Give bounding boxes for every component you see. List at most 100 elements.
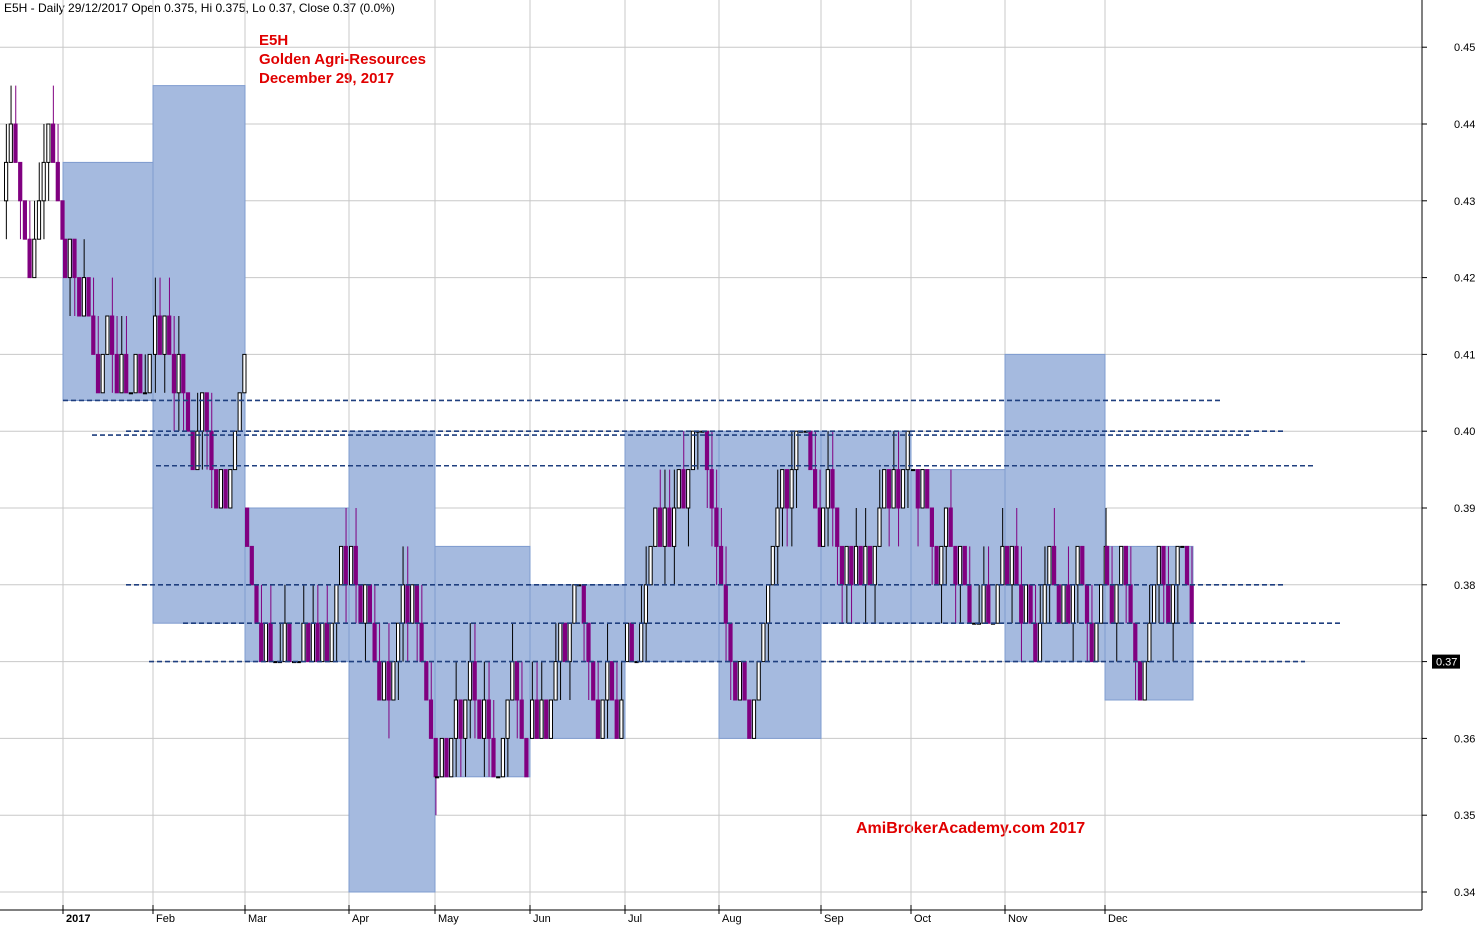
candle-body [1075, 545, 1080, 586]
watermark: AmiBrokerAcademy.com 2017 [856, 820, 1086, 837]
candle-body [400, 584, 405, 624]
candle-body [662, 507, 667, 547]
candle-body [214, 469, 219, 509]
candle-body [1014, 545, 1019, 586]
candle-body [817, 507, 822, 547]
candle-body [477, 699, 482, 739]
candle-body [958, 545, 963, 586]
candle-body [81, 277, 87, 317]
candle-body [657, 507, 663, 547]
candle-body [581, 584, 586, 624]
candle-body [625, 622, 630, 663]
candle-body [334, 584, 339, 624]
last-price-value: 0.37 [1436, 657, 1457, 669]
candle-body [1042, 584, 1047, 624]
candle-body [558, 622, 563, 663]
candle-body [72, 238, 77, 279]
candle-body [967, 584, 972, 624]
candle-body [756, 661, 761, 701]
candle-body [737, 661, 742, 701]
candle-body [209, 430, 214, 471]
candle-body [119, 353, 124, 394]
candle-body [676, 469, 681, 509]
candle-body [204, 392, 209, 432]
candle-body [595, 699, 600, 739]
candle-body [500, 737, 505, 778]
candle-body [367, 584, 372, 624]
candle-body [435, 776, 440, 779]
candle-body [821, 507, 826, 547]
candle-body [1070, 584, 1076, 624]
candle-body [1084, 584, 1090, 624]
candle-body [709, 469, 714, 509]
candle-body [1080, 545, 1085, 586]
candle-body [162, 315, 167, 355]
candle-body [510, 661, 515, 701]
candle-body [358, 584, 363, 624]
candle-body [943, 507, 949, 547]
candle-body [259, 622, 264, 663]
candle-body [91, 315, 96, 355]
x-tick-label: Dec [1108, 913, 1128, 925]
candle-body [428, 699, 434, 739]
candle-body [105, 315, 110, 355]
candle-body [911, 469, 916, 472]
candle-body [496, 776, 501, 779]
candle-body [391, 661, 396, 701]
candle-body [60, 200, 65, 240]
candle-body [600, 699, 605, 739]
candle-body [939, 545, 944, 586]
candle-body [1189, 584, 1194, 624]
candle-body [414, 584, 419, 624]
candle-body [766, 584, 771, 624]
candle-body [1166, 584, 1171, 624]
candle-body [548, 699, 553, 739]
candle-body [287, 622, 292, 663]
candle-body [386, 661, 391, 701]
candle-body [100, 353, 105, 394]
x-tick-label: Oct [914, 913, 931, 925]
x-tick-label: Apr [352, 913, 369, 925]
candle-body [232, 430, 238, 471]
x-tick-label: 2017 [66, 913, 90, 925]
candle-body [1009, 545, 1014, 586]
y-tick-label: 0.45 [1454, 42, 1475, 54]
candle-body [324, 622, 330, 663]
candle-body [1028, 584, 1033, 624]
candle-body [223, 469, 228, 509]
candle-body [1066, 584, 1071, 624]
candle-body [63, 238, 68, 279]
candle-body [770, 545, 775, 586]
candle-body [372, 622, 377, 663]
x-tick-label: Nov [1008, 913, 1028, 925]
candle-body [218, 469, 224, 509]
candle-body [723, 584, 728, 624]
candle-body [171, 353, 177, 394]
candle-body [67, 238, 72, 279]
candle-body [553, 661, 558, 701]
candle-body [1023, 584, 1029, 624]
x-tick-label: May [438, 913, 459, 925]
candle-body [1123, 545, 1129, 586]
candle-body [1128, 584, 1133, 624]
candle-body [995, 584, 1000, 624]
candle-body [1114, 584, 1119, 624]
candle-body [839, 545, 844, 586]
y-tick-label: 0.38 [1454, 580, 1475, 592]
y-tick-label: 0.39 [1454, 503, 1475, 515]
candle-body [751, 699, 757, 739]
candle-body [929, 507, 934, 547]
candle-body [789, 469, 794, 509]
candle-body [1061, 584, 1066, 624]
candle-body [920, 469, 925, 509]
candle-body [486, 699, 491, 739]
y-tick-label: 0.44 [1454, 119, 1475, 131]
candle-body [185, 392, 191, 432]
candle-body [339, 545, 344, 586]
candle-body [138, 353, 143, 394]
candle-body [95, 353, 101, 394]
candle-body [1175, 545, 1180, 586]
candle-body [562, 622, 568, 663]
candle-body [1047, 545, 1052, 586]
candle-body [1142, 661, 1147, 701]
